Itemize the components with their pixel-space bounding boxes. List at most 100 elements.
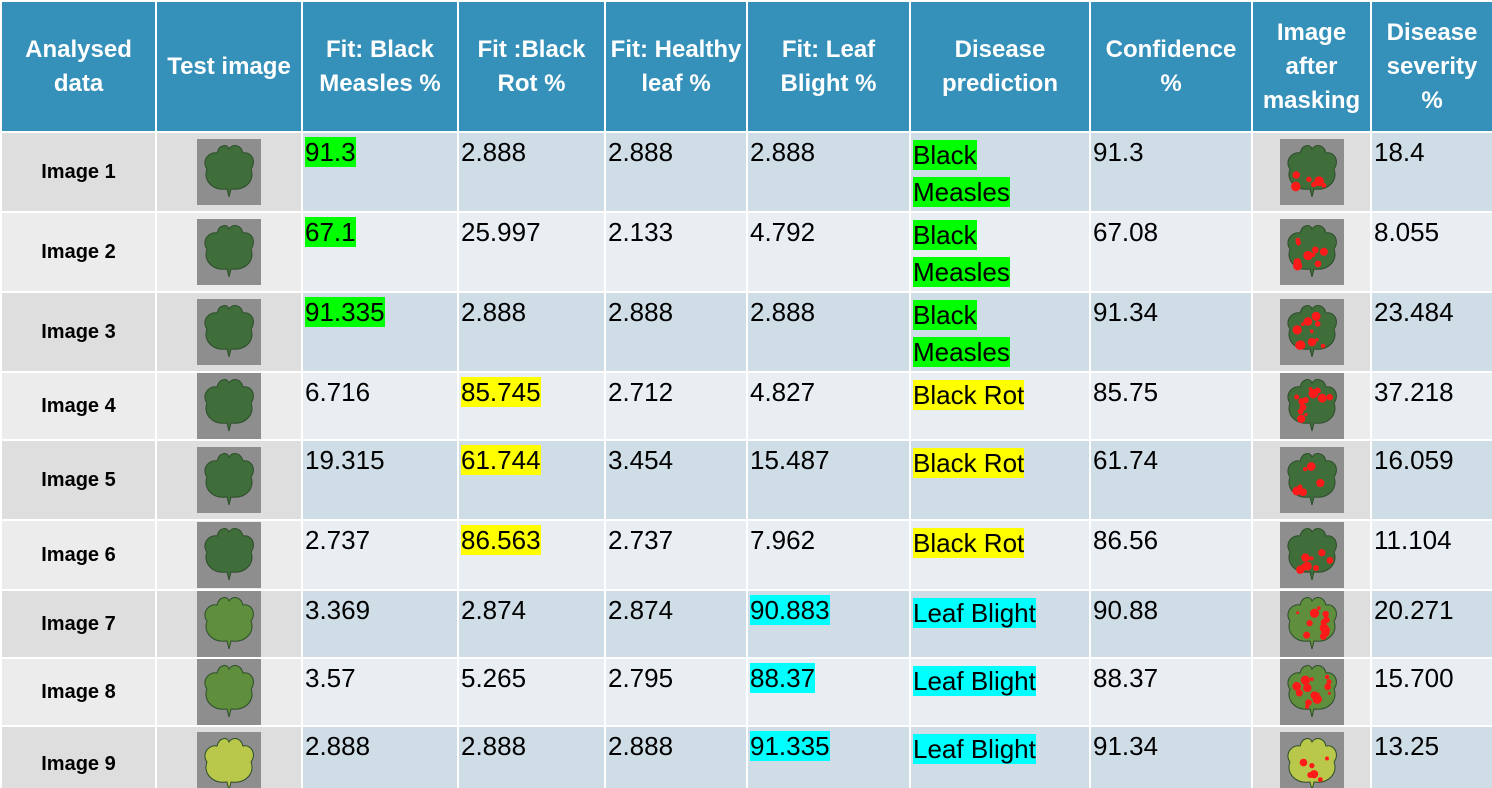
value: 19.315 <box>305 445 385 475</box>
column-header: Fit: Leaf Blight % <box>746 0 911 133</box>
table-body: Image 1 91.3 2.888 2.888 2.888 Black Measles 9… <box>0 131 1492 788</box>
test-image-cell <box>155 131 303 213</box>
prediction-cell: Black Measles <box>909 211 1091 293</box>
value-cell: 2.874 <box>457 589 606 659</box>
value: 2.712 <box>608 377 674 407</box>
header-row: Analysed data Test image Fit: Black Measle… <box>0 0 1492 133</box>
column-header: Disease prediction <box>909 0 1091 133</box>
value: 15.700 <box>1374 663 1454 693</box>
value: 88.37 <box>750 663 816 693</box>
value-cell: 7.962 <box>746 519 911 591</box>
value-cell: 2.888 <box>604 725 748 788</box>
prediction: Leaf Blight <box>913 734 1036 764</box>
value-cell: 91.3 <box>301 131 459 213</box>
value-cell: 2.888 <box>746 291 911 373</box>
value: 2.737 <box>305 525 371 555</box>
value: 61.74 <box>1093 445 1159 475</box>
value: 25.997 <box>461 217 541 247</box>
prediction-cell: Black Measles <box>909 291 1091 373</box>
prediction-cell: Black Rot <box>909 371 1091 441</box>
row-label: Image 6 <box>0 519 157 591</box>
row-label: Image 8 <box>0 657 157 727</box>
prediction-cell: Black Measles <box>909 131 1091 213</box>
value: 2.888 <box>461 297 527 327</box>
value-cell: 86.563 <box>457 519 606 591</box>
leaf-image <box>197 299 261 365</box>
column-header: Disease severity % <box>1370 0 1492 133</box>
prediction: Black Measles <box>913 220 1010 287</box>
value: 85.75 <box>1093 377 1159 407</box>
value-cell: 91.3 <box>1089 131 1253 213</box>
value: 91.3 <box>305 137 356 167</box>
value: 85.745 <box>461 377 541 407</box>
value-cell: 13.25 <box>1370 725 1492 788</box>
value-cell: 2.888 <box>604 131 748 213</box>
table-row: Image 3 91.335 2.888 2.888 2.888 Black Measle… <box>0 291 1492 373</box>
column-header: Confidence % <box>1089 0 1253 133</box>
masked-leaf-image <box>1279 299 1344 365</box>
value: 88.37 <box>1093 663 1159 693</box>
leaf-image <box>197 373 261 439</box>
value-cell: 15.700 <box>1370 657 1492 727</box>
prediction: Leaf Blight <box>913 598 1036 628</box>
value-cell: 18.4 <box>1370 131 1492 213</box>
value-cell: 85.745 <box>457 371 606 441</box>
leaf-image <box>197 522 261 588</box>
table-row: Image 9 2.888 2.888 2.888 91.335 Leaf Blight 9… <box>0 725 1492 788</box>
test-image-cell <box>155 725 303 788</box>
table-row: Image 7 3.369 2.874 2.874 90.883 Leaf Blight 9… <box>0 589 1492 659</box>
value: 91.335 <box>750 731 830 761</box>
prediction: Black Rot <box>913 448 1025 478</box>
leaf-image <box>197 447 261 513</box>
value: 91.335 <box>305 297 385 327</box>
column-header: Fit :Black Rot % <box>457 0 606 133</box>
value: 4.792 <box>750 217 816 247</box>
test-image-cell <box>155 291 303 373</box>
prediction-cell: Black Rot <box>909 519 1091 591</box>
value: 90.88 <box>1093 595 1159 625</box>
value-cell: 19.315 <box>301 439 459 521</box>
value-cell: 91.34 <box>1089 291 1253 373</box>
row-label: Image 3 <box>0 291 157 373</box>
value-cell: 61.744 <box>457 439 606 521</box>
table-row: Image 5 19.315 61.744 3.454 15.487 Black Rot 6… <box>0 439 1492 521</box>
test-image-cell <box>155 657 303 727</box>
masked-leaf-image <box>1279 447 1344 513</box>
test-image-cell <box>155 519 303 591</box>
masked-leaf-image <box>1279 522 1344 588</box>
value-cell: 90.88 <box>1089 589 1253 659</box>
masked-leaf-image <box>1279 219 1344 285</box>
prediction: Black Measles <box>913 300 1010 367</box>
value: 61.744 <box>461 445 541 475</box>
masked-image-cell <box>1251 131 1372 213</box>
value: 16.059 <box>1374 445 1454 475</box>
masked-image-cell <box>1251 519 1372 591</box>
value: 2.874 <box>608 595 674 625</box>
masked-leaf-image <box>1279 659 1344 725</box>
masked-leaf-image <box>1279 731 1344 788</box>
value-cell: 23.484 <box>1370 291 1492 373</box>
column-header: Image after masking <box>1251 0 1372 133</box>
column-header: Fit: Healthy leaf % <box>604 0 748 133</box>
leaf-image <box>197 591 261 657</box>
masked-image-cell <box>1251 725 1372 788</box>
row-label: Image 2 <box>0 211 157 293</box>
value-cell: 91.335 <box>301 291 459 373</box>
value: 4.827 <box>750 377 816 407</box>
value: 2.888 <box>608 137 674 167</box>
column-header: Test image <box>155 0 303 133</box>
value: 2.888 <box>608 297 674 327</box>
masked-image-cell <box>1251 657 1372 727</box>
value: 2.888 <box>461 137 527 167</box>
row-label: Image 4 <box>0 371 157 441</box>
value-cell: 2.888 <box>457 131 606 213</box>
value: 13.25 <box>1374 731 1440 761</box>
test-image-cell <box>155 371 303 441</box>
value-cell: 37.218 <box>1370 371 1492 441</box>
table-row: Image 4 6.716 85.745 2.712 4.827 Black Rot 85.… <box>0 371 1492 441</box>
prediction: Black Rot <box>913 380 1025 410</box>
value-cell: 85.75 <box>1089 371 1253 441</box>
value: 18.4 <box>1374 137 1425 167</box>
test-image-cell <box>155 589 303 659</box>
